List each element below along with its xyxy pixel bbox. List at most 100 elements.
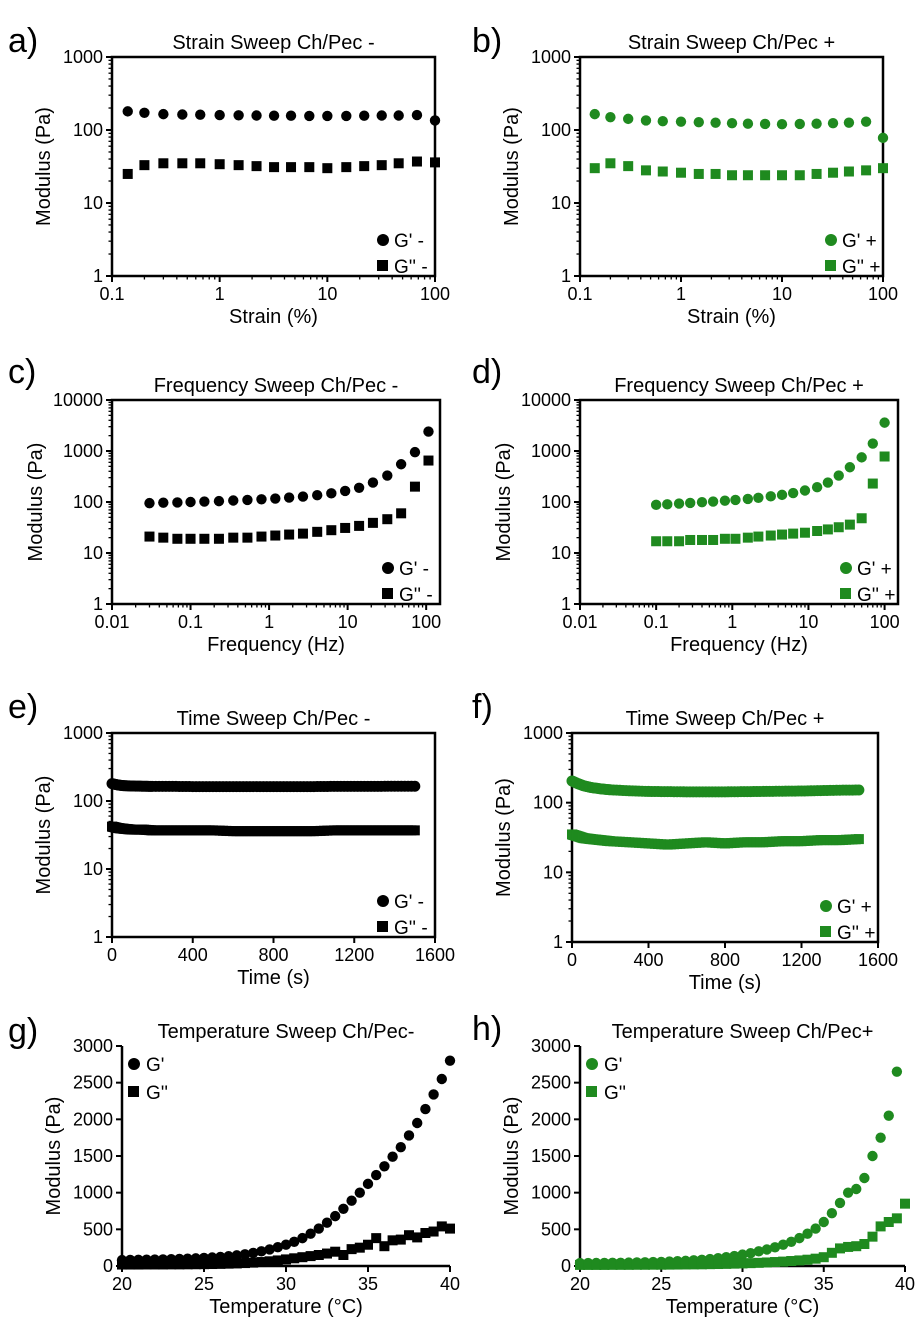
data-point — [411, 156, 422, 167]
data-point — [708, 534, 719, 545]
data-point — [144, 531, 155, 542]
data-point — [753, 1246, 764, 1257]
data-point — [659, 839, 670, 850]
data-point — [883, 1217, 894, 1227]
data-point — [367, 517, 378, 528]
panel-letter: a) — [8, 22, 38, 60]
legend-label: G' - — [394, 892, 424, 913]
data-point — [810, 1253, 821, 1264]
chart-title: Time Sweep Ch/Pec + — [626, 708, 825, 730]
data-point — [367, 477, 379, 488]
chart-title: Strain Sweep Ch/Pec + — [628, 32, 835, 54]
y-tick-label: 1500 — [531, 1146, 571, 1166]
data-point — [867, 438, 878, 449]
x-tick-label: 1 — [215, 284, 225, 304]
data-point — [818, 1216, 829, 1228]
data-point — [195, 109, 206, 120]
data-point — [346, 1195, 357, 1206]
data-point — [393, 158, 404, 169]
data-markers — [122, 106, 441, 179]
data-point — [436, 1221, 447, 1232]
data-point — [599, 1259, 610, 1270]
data-point — [122, 168, 133, 179]
data-point — [719, 533, 730, 544]
data-point — [696, 1259, 707, 1270]
data-point — [794, 170, 805, 181]
data-point — [256, 1257, 267, 1268]
data-point — [387, 1151, 398, 1162]
x-tick-label: 100 — [420, 284, 450, 304]
data-point — [811, 482, 823, 493]
data-point — [742, 493, 754, 505]
data-point — [812, 526, 823, 537]
data-point — [406, 825, 417, 836]
x-tick-label: 400 — [633, 950, 663, 970]
data-point — [776, 489, 788, 501]
series-g-double-prime — [651, 451, 890, 547]
panel-d: d) Frequency Sweep Ch/Pec + 0.01 0.1 1 10 100 1… — [472, 353, 900, 656]
data-point — [297, 528, 308, 539]
data-point — [729, 1250, 740, 1262]
data-point — [621, 837, 632, 848]
data-point — [802, 1228, 813, 1239]
data-point — [353, 482, 365, 493]
data-point — [745, 1258, 756, 1269]
data-point — [248, 1247, 259, 1259]
data-point — [395, 1234, 406, 1245]
data-point — [117, 1259, 127, 1270]
series-g-prime — [650, 417, 890, 511]
legend-label: G' — [146, 1055, 164, 1076]
data-point — [684, 497, 696, 509]
data-point — [657, 166, 668, 177]
data-point — [777, 170, 787, 181]
legend: G' - G'' - — [377, 231, 428, 278]
data-point — [583, 1259, 594, 1270]
data-point — [648, 1259, 659, 1270]
data-point — [321, 1217, 333, 1228]
panel-letter: f) — [472, 688, 493, 726]
data-point — [214, 109, 225, 121]
legend-marker-square — [820, 926, 831, 937]
y-axis-label: Modulus (Pa) — [33, 776, 55, 895]
x-tick-label: 0.1 — [99, 284, 124, 304]
panel-f: f) Time Sweep Ch/Pec + 0 400 800 1200 1600 1 10 1… — [472, 688, 898, 994]
data-point — [436, 1073, 447, 1085]
data-point — [760, 170, 771, 181]
panel-g: g) Temperature Sweep Ch/Pec- 20 25 30 35 40 0 50… — [8, 1012, 460, 1318]
data-point — [844, 519, 855, 530]
y-tick-label: 0 — [103, 1256, 113, 1276]
x-tick-label: 20 — [112, 1274, 132, 1294]
data-point — [214, 159, 225, 170]
x-tick-label: 25 — [194, 1274, 214, 1294]
data-point — [851, 1183, 862, 1195]
y-axis-label: Modulus (Pa) — [493, 443, 515, 562]
data-point — [411, 109, 423, 121]
data-point — [430, 157, 440, 168]
data-point — [697, 837, 708, 848]
data-point — [727, 170, 738, 181]
data-point — [774, 836, 785, 847]
data-point — [794, 1232, 805, 1244]
y-axis-label: Modulus (Pa) — [501, 107, 523, 226]
data-point — [843, 1241, 854, 1252]
data-point — [879, 417, 890, 428]
data-point — [761, 1244, 773, 1255]
data-point — [354, 1242, 365, 1253]
x-tick-label: 0.01 — [94, 612, 129, 632]
data-point — [742, 118, 754, 129]
x-tick-label: 30 — [732, 1274, 752, 1294]
legend-label: G'' + — [857, 585, 895, 606]
data-point — [786, 1256, 797, 1267]
chart-title: Temperature Sweep Ch/Pec+ — [612, 1021, 874, 1043]
series-g-double-prime — [117, 1221, 455, 1270]
data-point — [716, 838, 727, 849]
data-point — [844, 462, 856, 473]
data-point — [719, 495, 731, 506]
data-point — [833, 470, 844, 481]
legend-marker-circle — [382, 562, 394, 574]
series-g-prime — [144, 426, 434, 509]
data-point — [362, 1178, 374, 1190]
x-tick-label: 10 — [317, 284, 337, 304]
data-point — [662, 499, 673, 510]
x-axis-label: Temperature (°C) — [666, 1296, 820, 1318]
